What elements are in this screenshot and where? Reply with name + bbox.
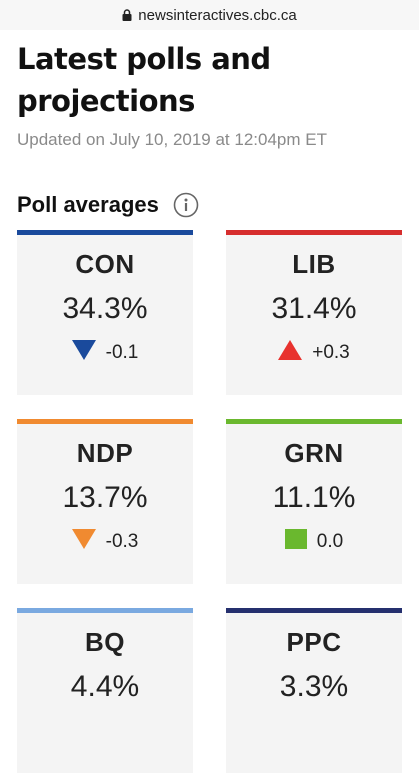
change-value: +0.3 [312, 342, 350, 363]
party-change: -0.3 [17, 529, 193, 555]
page-title: Latest polls and projections [17, 42, 271, 118]
party-percent: 3.3% [279, 670, 349, 703]
change-value: 0.0 [316, 531, 344, 552]
party-change: -0.1 [17, 340, 193, 366]
party-change: 0.0 [226, 529, 402, 555]
poll-cards-grid: CON 34.3% -0.1 LIB 31.4% +0.3 NDP 13.7% … [17, 230, 402, 773]
party-name: CON [75, 249, 135, 279]
triangle-down-icon [71, 340, 106, 366]
poll-averages-header: Poll averages [17, 192, 402, 218]
address-bar[interactable]: newsinteractives.cbc.ca [0, 0, 419, 30]
party-name: LIB [292, 249, 336, 279]
section-title: Poll averages [17, 192, 159, 217]
triangle-up-icon [278, 340, 312, 366]
party-name: PPC [286, 627, 342, 657]
party-card-ndp[interactable]: NDP 13.7% -0.3 [17, 419, 193, 584]
party-percent: 13.7% [62, 481, 148, 514]
url-text: newsinteractives.cbc.ca [138, 6, 297, 24]
party-name: BQ [85, 627, 125, 657]
party-percent: 31.4% [271, 292, 357, 325]
party-name: NDP [76, 438, 134, 468]
triangle-down-icon [71, 529, 106, 555]
party-percent: 11.1% [272, 481, 356, 514]
lock-icon [122, 9, 132, 21]
party-name: GRN [284, 438, 344, 468]
party-card-lib[interactable]: LIB 31.4% +0.3 [226, 230, 402, 395]
party-card-bq[interactable]: BQ 4.4% [17, 608, 193, 773]
party-card-ppc[interactable]: PPC 3.3% [226, 608, 402, 773]
square-steady-icon [284, 529, 317, 555]
change-value: -0.1 [105, 342, 139, 363]
party-percent: 34.3% [62, 292, 148, 325]
party-change: +0.3 [226, 340, 402, 366]
main-content: Latest polls and projections Updated on … [0, 38, 419, 773]
updated-timestamp: Updated on July 10, 2019 at 12:04pm ET [17, 130, 327, 149]
change-value: -0.3 [105, 531, 139, 552]
party-card-con[interactable]: CON 34.3% -0.1 [17, 230, 193, 395]
party-percent: 4.4% [70, 670, 140, 703]
info-icon[interactable] [173, 192, 199, 218]
party-card-grn[interactable]: GRN 11.1% 0.0 [226, 419, 402, 584]
